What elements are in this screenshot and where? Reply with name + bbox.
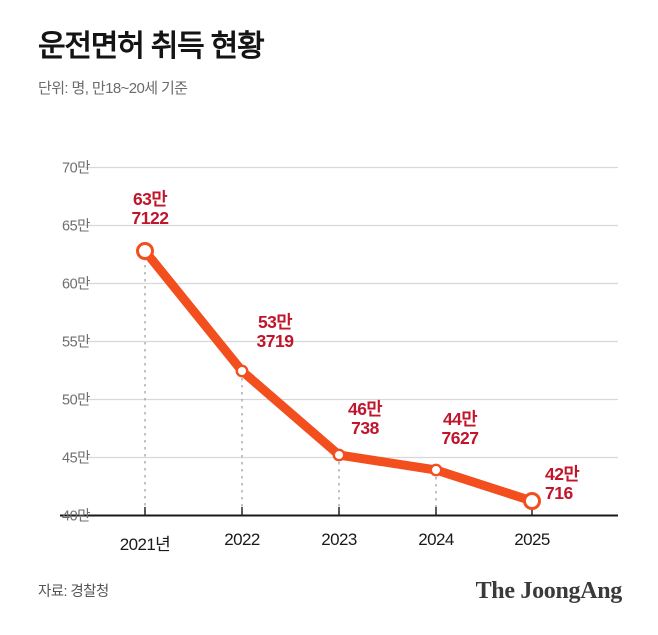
data-label-2022-line2: 3719 bbox=[256, 330, 294, 351]
data-point-2024[interactable] bbox=[429, 463, 443, 477]
data-label-2021-line2: 7122 bbox=[131, 207, 169, 228]
y-axis-tick-45: 45만 bbox=[62, 450, 90, 467]
y-axis-tick-40: 40만 bbox=[62, 508, 90, 525]
data-point-2023[interactable] bbox=[332, 448, 346, 462]
y-axis-tick-60: 60만 bbox=[62, 276, 90, 293]
data-label-2025: 42만 716 bbox=[545, 464, 580, 503]
data-point-markers bbox=[136, 242, 541, 510]
data-label-2022-line1: 53만 bbox=[257, 312, 293, 332]
source-note: 자료: 경찰청 bbox=[38, 584, 109, 600]
x-axis-label-2024: 2024 bbox=[418, 530, 454, 549]
x-axis-label-2025: 2025 bbox=[514, 530, 550, 549]
drop-lines bbox=[144, 251, 533, 514]
x-axis-label-2023: 2023 bbox=[321, 530, 357, 549]
data-label-2025-line2: 716 bbox=[545, 482, 573, 503]
y-axis-tick-70: 70만 bbox=[62, 160, 90, 177]
data-point-2025[interactable] bbox=[523, 492, 541, 510]
x-axis-ticks bbox=[144, 507, 533, 515]
brand-logo: The JoongAng bbox=[475, 578, 623, 604]
data-label-2025-line1: 42만 bbox=[545, 464, 580, 484]
data-label-2023-line2: 738 bbox=[351, 417, 379, 438]
data-label-2024-line1: 44만 bbox=[442, 409, 478, 429]
data-label-2023-line1: 46만 bbox=[347, 399, 383, 419]
data-label-2024-line2: 7627 bbox=[441, 427, 479, 448]
y-axis-tick-50: 50만 bbox=[62, 392, 90, 409]
data-label-2021-line1: 63만 bbox=[132, 189, 168, 209]
data-series-line bbox=[140, 246, 537, 506]
chart-header: 운전면허 취득 현황 단위: 명, 만18~20세 기준 bbox=[38, 30, 618, 98]
data-point-2022[interactable] bbox=[235, 364, 249, 378]
y-axis-tick-65: 65만 bbox=[62, 218, 90, 235]
data-label-2024: 44만 7627 bbox=[442, 410, 479, 448]
x-axis-label-2022: 2022 bbox=[224, 530, 260, 549]
data-label-2021: 63만 7122 bbox=[132, 190, 169, 228]
data-label-2022: 53만 3719 bbox=[257, 313, 294, 351]
chart-subtitle: 단위: 명, 만18~20세 기준 bbox=[38, 79, 188, 97]
x-axis-label-2021: 2021년 bbox=[119, 535, 171, 554]
y-axis-tick-55: 55만 bbox=[62, 334, 90, 351]
data-label-2023: 46만 738 bbox=[347, 399, 383, 438]
page-title: 운전면허 취득 현황 bbox=[38, 30, 265, 63]
data-point-2021[interactable] bbox=[136, 242, 154, 260]
